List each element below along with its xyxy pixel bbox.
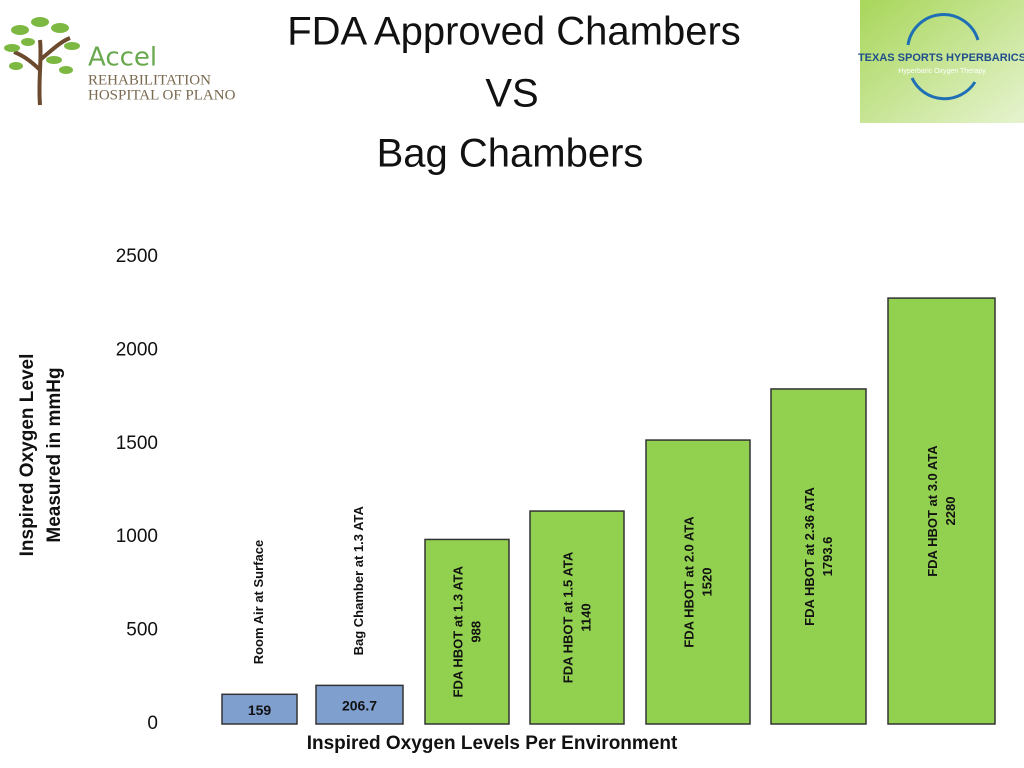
value-label: 988	[468, 621, 483, 643]
y-tick-label: 500	[126, 620, 158, 641]
y-tick-label: 2000	[116, 339, 158, 360]
right-logo: TEXAS SPORTS HYPERBARICS Hyperbaric Oxyg…	[858, 0, 1024, 123]
y-axis-label: Measured in mmHg	[44, 367, 65, 542]
title: VS	[485, 72, 538, 116]
y-tick-label: 2500	[116, 246, 158, 267]
bar	[529, 510, 625, 725]
logo-text: REHABILITATION	[88, 72, 211, 88]
value-label: 1793.6	[820, 537, 835, 577]
y-tick-label: 1500	[116, 433, 158, 454]
value-label: 2280	[943, 497, 958, 526]
bar	[315, 684, 404, 725]
bar	[221, 693, 298, 725]
category-label: Room Air at Surface	[251, 540, 266, 665]
value-label: 159	[248, 702, 272, 718]
bar	[645, 439, 751, 725]
bar	[887, 297, 996, 725]
category-label: FDA HBOT at 1.3 ATA	[450, 565, 465, 697]
logo-text: TEXAS SPORTS HYPERBARICS	[858, 52, 1024, 64]
value-label: 1520	[699, 568, 714, 597]
bar	[770, 388, 867, 725]
value-label: 1140	[578, 603, 593, 631]
value-label: 206.7	[342, 697, 377, 713]
y-tick-label: 0	[147, 713, 158, 734]
logo-text: Accel	[88, 43, 157, 73]
y-tick-label: 1000	[116, 526, 158, 547]
category-label: FDA HBOT at 2.36 ATA	[802, 487, 817, 626]
title: FDA Approved Chambers	[287, 10, 741, 54]
category-label: FDA HBOT at 1.5 ATA	[560, 551, 575, 683]
x-axis-label: Inspired Oxygen Levels Per Environment	[307, 733, 678, 754]
logo-text: HOSPITAL OF PLANO	[88, 87, 236, 103]
category-label: FDA HBOT at 3.0 ATA	[925, 445, 940, 577]
left-logo: Accel REHABILITATION HOSPITAL OF PLANO	[4, 17, 236, 106]
title: Bag Chambers	[377, 132, 644, 176]
logo-text: Hyperbaric Oxygen Therapy	[898, 68, 986, 75]
category-label: FDA HBOT at 2.0 ATA	[681, 516, 696, 648]
category-label: Bag Chamber at 1.3 ATA	[351, 505, 366, 655]
bar	[424, 538, 510, 725]
y-axis-label: Inspired Oxygen Level	[17, 354, 38, 557]
